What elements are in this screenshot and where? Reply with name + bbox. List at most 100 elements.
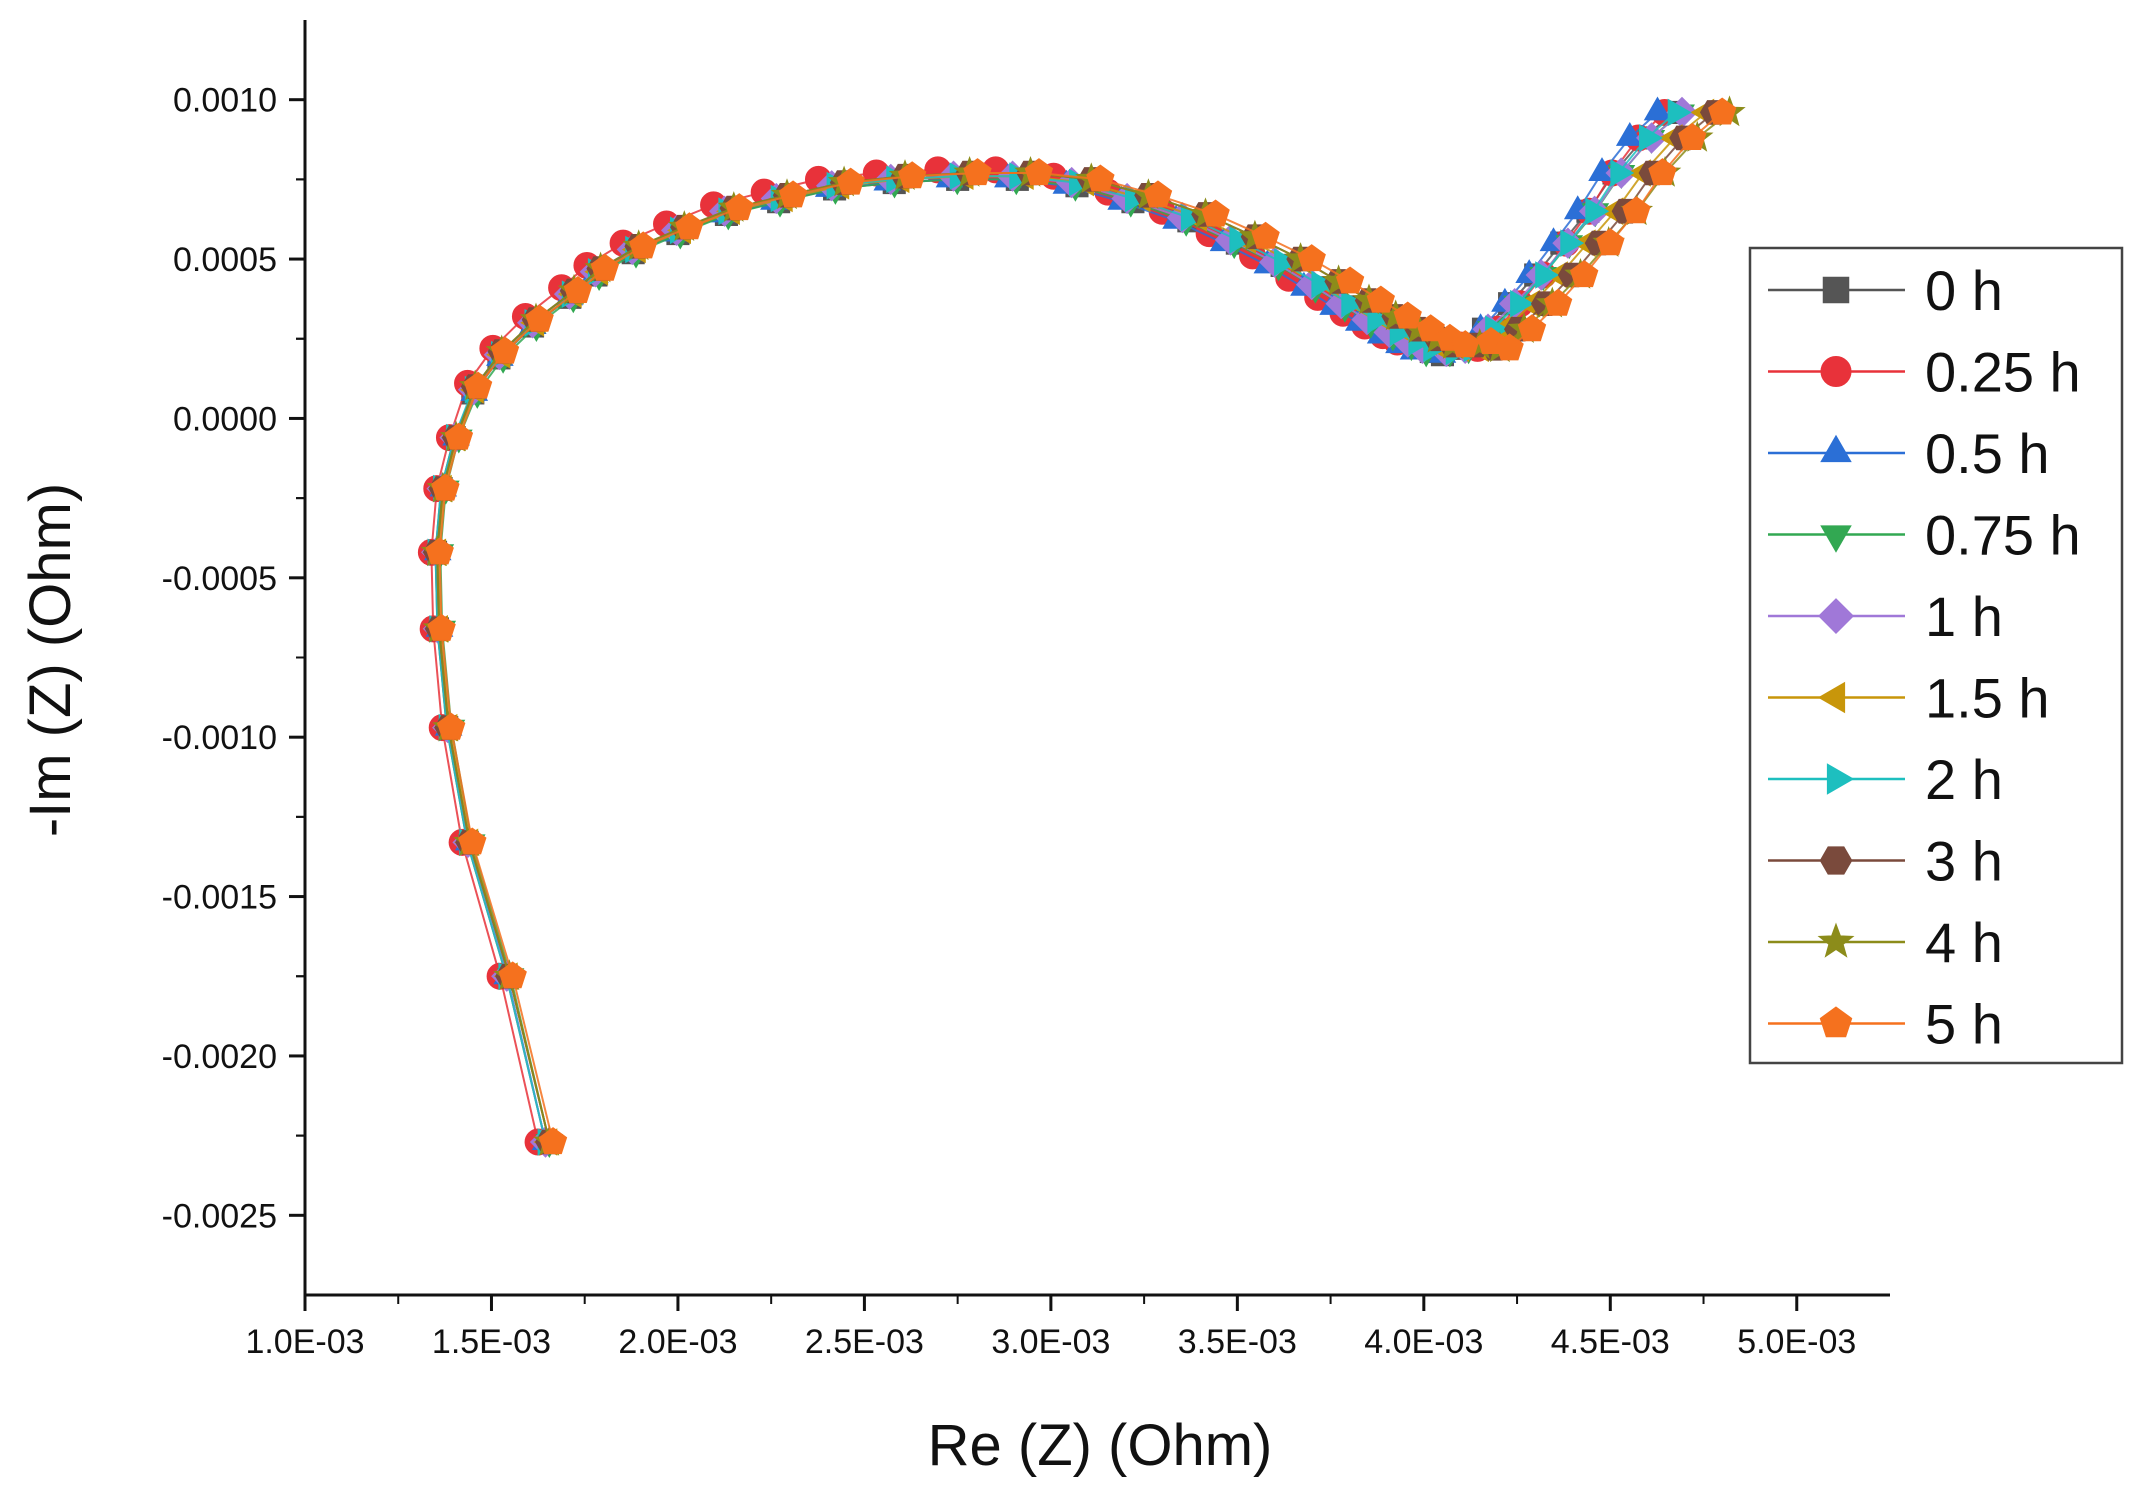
y-tick-label: -0.0010 — [162, 719, 277, 757]
data-point — [629, 231, 658, 259]
x-tick-label: 3.5E-03 — [1178, 1323, 1297, 1361]
legend-items: 0 h 0.25 h 0.5 h 0.75 h 1 h 1.5 h 2 h 3 h 4 h 5 h — [1768, 259, 2081, 1056]
series — [423, 96, 1672, 1150]
data-point — [1708, 97, 1737, 125]
legend-item: 3 h — [1768, 830, 2003, 893]
data-point — [1393, 301, 1422, 329]
legend-label: 0 h — [1925, 259, 2003, 322]
data-point — [1560, 229, 1585, 257]
data-point — [1596, 228, 1625, 256]
data-point — [1585, 197, 1610, 226]
legend: 0 h 0.25 h 0.5 h 0.75 h 1 h 1.5 h 2 h 3 h 4 h 5 h — [1748, 246, 2124, 1065]
legend-label: 5 h — [1925, 993, 2003, 1056]
data-point — [1648, 158, 1677, 186]
data-point — [1570, 260, 1599, 288]
series-line — [439, 111, 1682, 1143]
legend-label: 0.75 h — [1925, 504, 2081, 567]
data-point — [1367, 305, 1392, 334]
legend-label: 1.5 h — [1925, 667, 2050, 730]
x-tick-label: 3.0E-03 — [991, 1323, 1110, 1361]
data-point — [463, 371, 493, 399]
data-point — [1311, 270, 1336, 299]
y-tick-label: -0.0020 — [162, 1038, 277, 1076]
data-point — [1451, 330, 1480, 358]
legend-item: 0.25 h — [1768, 341, 2081, 404]
data-point — [1639, 124, 1663, 152]
legend-marker — [1826, 763, 1855, 795]
data-point — [898, 161, 927, 189]
data-point — [1335, 266, 1365, 294]
data-point — [425, 537, 454, 565]
data-point — [1086, 164, 1115, 192]
legend-label: 3 h — [1925, 830, 2003, 893]
series — [423, 100, 1686, 1154]
data-point — [1251, 221, 1280, 249]
legend-item: 0 h — [1768, 259, 2003, 322]
data-point — [1678, 122, 1707, 150]
legend-item: 5 h — [1768, 993, 2003, 1056]
data-point — [725, 193, 754, 221]
x-tick-label: 4.0E-03 — [1364, 1323, 1483, 1361]
data-point — [538, 1127, 568, 1155]
legend-marker — [1819, 846, 1853, 875]
data-point — [1543, 288, 1573, 316]
legend-item: 4 h — [1768, 911, 2003, 974]
data-point — [1143, 180, 1173, 208]
legend-marker — [1820, 356, 1852, 387]
y-axis-title: -Im (Z) (Ohm) — [18, 483, 83, 837]
data-point — [1366, 285, 1395, 313]
data-point — [1667, 98, 1692, 127]
data-point — [675, 212, 704, 240]
data-point — [490, 336, 520, 364]
series-layer — [417, 95, 1746, 1159]
data-point — [1229, 226, 1254, 254]
legend-marker — [1818, 598, 1855, 635]
x-tick-label: 1.0E-03 — [245, 1323, 364, 1361]
data-point — [1622, 196, 1651, 224]
x-tick-label: 4.5E-03 — [1551, 1323, 1670, 1361]
series-line — [437, 111, 1707, 1143]
legend-label: 0.5 h — [1925, 422, 2050, 485]
legend-label: 1 h — [1925, 585, 2003, 648]
y-tick-label: -0.0025 — [162, 1197, 277, 1235]
legend-label: 4 h — [1925, 911, 2003, 974]
data-point — [1201, 199, 1230, 227]
legend-marker — [1817, 681, 1846, 714]
legend-item: 0.75 h — [1768, 504, 2081, 567]
legend-item: 1 h — [1768, 585, 2003, 648]
data-point — [778, 180, 808, 208]
x-axis-title: Re (Z) (Ohm) — [928, 1413, 1273, 1478]
series — [425, 97, 1737, 1155]
x-tick-label: 2.0E-03 — [618, 1323, 737, 1361]
data-point — [458, 827, 487, 855]
data-point — [836, 167, 865, 195]
data-point — [963, 158, 992, 186]
data-point — [444, 422, 474, 450]
data-point — [1297, 244, 1326, 272]
data-point — [1510, 289, 1535, 318]
legend-box — [1748, 246, 2124, 1065]
series-line — [434, 111, 1677, 1143]
legend-label: 2 h — [1925, 748, 2003, 811]
x-tick-label: 1.5E-03 — [432, 1323, 551, 1361]
legend-marker — [1817, 922, 1855, 958]
legend-item: 1.5 h — [1768, 667, 2050, 730]
data-point — [1024, 158, 1054, 186]
legend-item: 2 h — [1768, 748, 2003, 811]
series-line — [436, 111, 1715, 1143]
data-point — [427, 613, 456, 641]
data-point — [1643, 96, 1672, 121]
x-tick-label: 5.0E-03 — [1737, 1323, 1856, 1361]
series-line — [435, 111, 1683, 1143]
data-point — [1610, 159, 1635, 187]
data-point — [525, 304, 554, 332]
y-tick-label: -0.0005 — [162, 560, 277, 598]
y-tick-label: 0.0000 — [173, 400, 277, 438]
data-point — [1615, 122, 1644, 146]
data-point — [590, 253, 620, 281]
data-point — [1495, 333, 1524, 361]
data-point — [437, 712, 466, 740]
legend-marker — [1822, 276, 1850, 304]
axes-layer: 1.0E-03 1.5E-03 2.0E-03 2.5E-03 3.0E-03 3.5E-… — [162, 20, 1890, 1361]
